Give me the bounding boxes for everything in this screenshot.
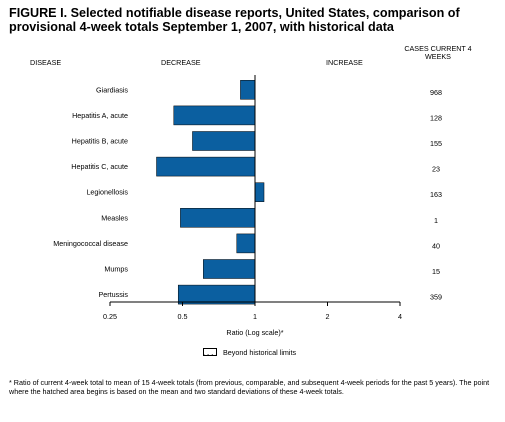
category-label: Measles [101, 213, 128, 222]
category-label: Hepatitis B, acute [72, 137, 128, 146]
x-tick-label: 1 [253, 312, 257, 321]
x-tick-label: 0.5 [178, 312, 188, 321]
cases-column-header: CASES CURRENT 4 WEEKS [404, 44, 472, 61]
cases-count: 23 [432, 165, 440, 174]
cases-count: 359 [430, 293, 442, 302]
category-label: Mumps [104, 265, 128, 274]
category-label: Giardiasis [96, 85, 128, 94]
cases-count: 155 [430, 139, 442, 148]
cases-count: 1 [434, 216, 438, 225]
bar [254, 182, 265, 202]
bar [203, 259, 256, 279]
bar [240, 80, 256, 100]
category-label: Meningococcal disease [53, 239, 128, 248]
footnote: * Ratio of current 4-week total to mean … [9, 378, 490, 396]
x-tick-label: 4 [398, 312, 402, 321]
x-tick-label: 0.25 [103, 312, 117, 321]
bar [180, 208, 256, 228]
x-axis-label: Ratio (Log scale)* [226, 328, 283, 337]
category-label: Pertussis [98, 290, 128, 299]
bar [192, 131, 256, 151]
increase-column-header: INCREASE [326, 58, 363, 67]
bar [173, 105, 256, 126]
bar [236, 233, 256, 254]
figure-title: FIGURE I. Selected notifiable disease re… [9, 6, 460, 34]
ratio-chart: Giardiasis 968 Hepatitis A, acute 128 Hepati… [53, 75, 442, 337]
cases-count: 40 [432, 241, 440, 250]
category-label: Legionellosis [86, 188, 128, 197]
x-tick-label: 2 [326, 312, 330, 321]
cases-count: 163 [430, 190, 442, 199]
cases-count: 128 [430, 113, 442, 122]
legend-label: Beyond historical limits [223, 348, 297, 357]
disease-column-header: DISEASE [30, 58, 62, 67]
cases-count: 968 [430, 88, 442, 97]
decrease-column-header: DECREASE [161, 58, 201, 67]
category-label: Hepatitis A, acute [72, 111, 128, 120]
hatched-legend-swatch [203, 348, 217, 356]
category-label: Hepatitis C, acute [71, 162, 128, 171]
cases-count: 15 [432, 267, 440, 276]
bar [156, 156, 256, 177]
bar [177, 284, 256, 305]
